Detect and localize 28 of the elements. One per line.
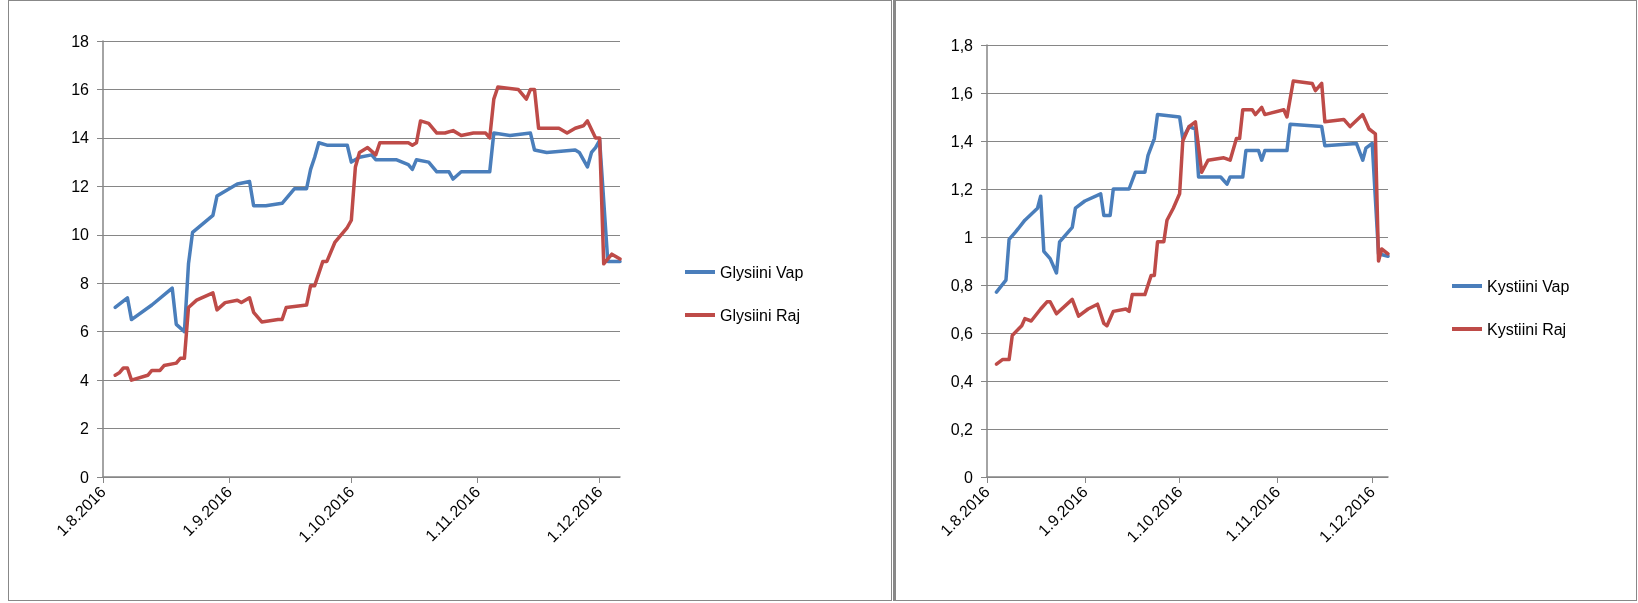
y-tick-label: 0	[80, 468, 90, 486]
line-series	[113, 85, 622, 382]
y-tick-label: 8	[80, 274, 90, 292]
y-tick-label: 1,8	[950, 36, 974, 54]
y-tick-label: 10	[71, 226, 90, 244]
y-tick-label: 18	[71, 32, 90, 50]
line-series	[113, 131, 622, 334]
y-tick-label: 1	[964, 228, 974, 246]
y-tick-label: 12	[71, 177, 90, 195]
y-tick-label: 0,8	[950, 276, 974, 294]
line-series	[994, 112, 1390, 294]
y-tick-label: 1,4	[950, 132, 974, 150]
legend-label: Kystiini Vap	[1487, 277, 1570, 295]
y-tick-label: 16	[71, 80, 90, 98]
y-tick-label: 4	[80, 371, 90, 389]
legend-label: Glysiini Vap	[720, 263, 804, 281]
legend-label: Kystiini Raj	[1487, 320, 1567, 338]
y-tick-label: 0,4	[950, 372, 974, 390]
y-tick-label: 14	[71, 129, 90, 147]
y-tick-label: 1,2	[950, 180, 974, 198]
y-tick-label: 0,2	[950, 420, 974, 438]
y-tick-label: 0,6	[950, 324, 974, 342]
y-tick-label: 0	[964, 468, 974, 486]
y-tick-label: 2	[80, 420, 90, 438]
line-series	[994, 79, 1390, 366]
y-tick-label: 1,6	[950, 84, 974, 102]
legend-label: Glysiini Raj	[720, 306, 801, 324]
y-tick-label: 6	[80, 323, 90, 341]
